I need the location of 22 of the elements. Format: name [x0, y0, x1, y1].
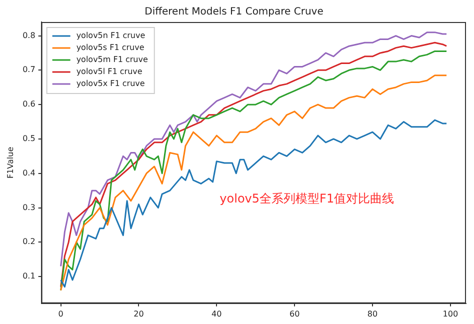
- y-tick-label: 0.2: [22, 237, 36, 246]
- chart-title: Different Models F1 Compare Cruve: [144, 6, 324, 18]
- y-tick-label: 0.7: [22, 65, 36, 74]
- y-tick-label: 0.4: [22, 168, 36, 178]
- legend-label: yolov5x F1 cruve: [76, 79, 145, 88]
- legend-label: yolov5m F1 cruve: [76, 55, 148, 64]
- y-axis-title: F1Value: [6, 146, 15, 179]
- legend-label: yolov5n F1 cruve: [76, 31, 146, 40]
- annotation: yolov5全系列模型F1值对比曲线: [220, 191, 394, 206]
- y-tick-label: 0.3: [22, 202, 36, 212]
- y-tick-label: 0.6: [22, 100, 36, 109]
- x-tick-label: 80: [367, 309, 378, 318]
- x-tick-label: 100: [442, 309, 458, 318]
- legend-label: yolov5l F1 cruve: [76, 67, 142, 76]
- x-tick-label: 20: [134, 309, 144, 318]
- x-tick-label: 40: [212, 309, 222, 318]
- x-tick-label: 0: [58, 309, 64, 318]
- legend-label: yolov5s F1 cruve: [76, 43, 144, 52]
- y-tick-label: 0.5: [22, 134, 36, 144]
- x-tick-label: 60: [289, 309, 300, 318]
- y-tick-label: 0.1: [22, 272, 36, 281]
- y-tick-label: 0.8: [22, 30, 36, 40]
